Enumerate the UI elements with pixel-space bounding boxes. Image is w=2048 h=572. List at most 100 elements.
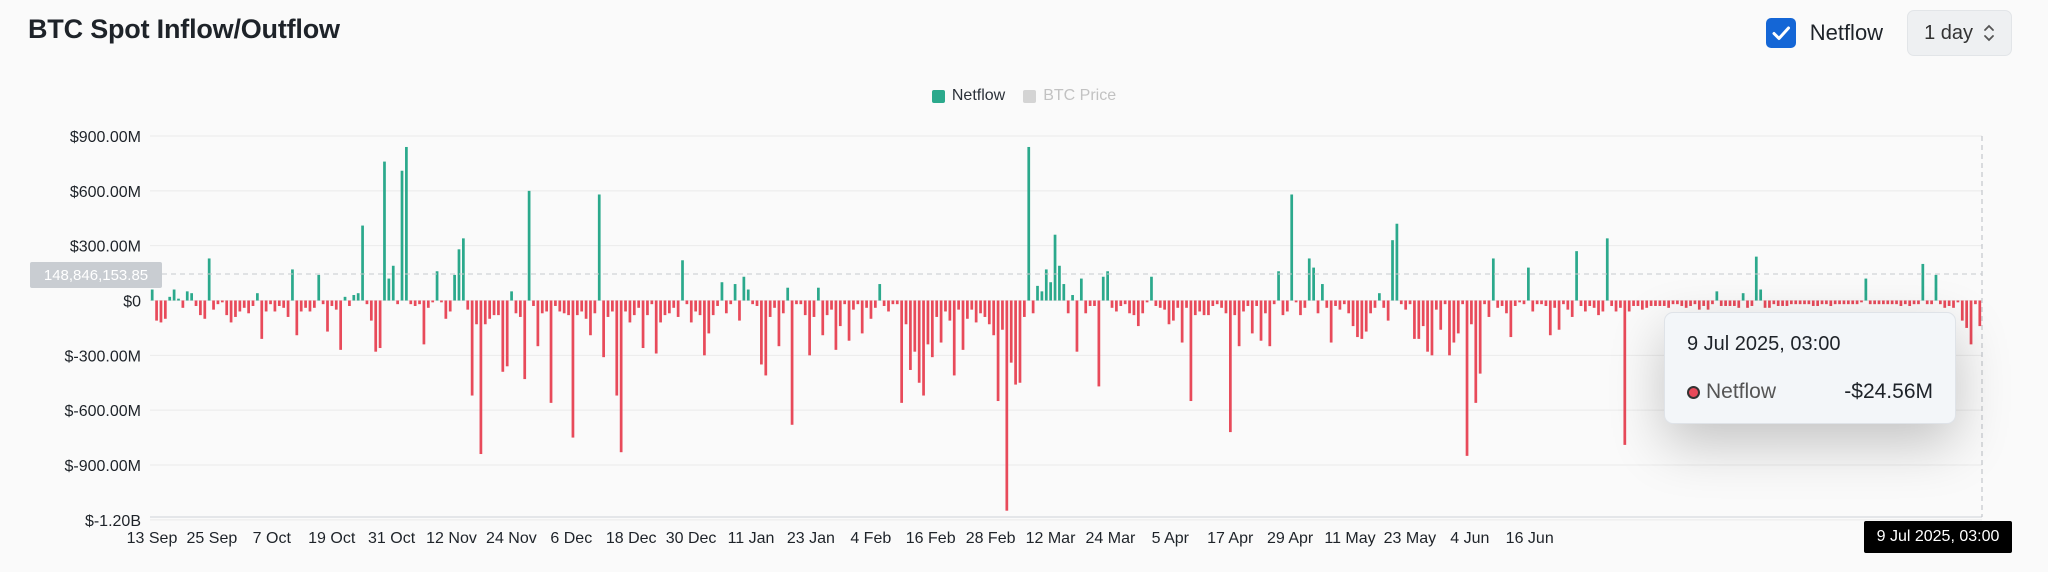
netflow-bar[interactable] <box>361 225 364 301</box>
netflow-bar[interactable] <box>1776 300 1780 306</box>
netflow-bar[interactable] <box>199 300 202 316</box>
netflow-bar[interactable] <box>724 300 728 314</box>
netflow-bar[interactable] <box>286 300 290 317</box>
netflow-bar[interactable] <box>444 300 448 319</box>
netflow-bar[interactable] <box>746 289 750 301</box>
netflow-bar[interactable] <box>1846 300 1850 305</box>
netflow-bar[interactable] <box>466 300 470 310</box>
netflow-bar[interactable] <box>628 300 632 323</box>
netflow-bar[interactable] <box>536 300 540 347</box>
netflow-bar[interactable] <box>295 300 299 336</box>
netflow-bar[interactable] <box>339 300 343 350</box>
netflow-bar[interactable] <box>1610 300 1614 306</box>
netflow-bar[interactable] <box>1404 300 1408 310</box>
netflow-bar[interactable] <box>177 298 180 301</box>
netflow-bar[interactable] <box>909 300 912 370</box>
netflow-bar[interactable] <box>251 300 255 306</box>
netflow-bar[interactable] <box>1136 300 1140 327</box>
netflow-bar[interactable] <box>1680 300 1684 306</box>
netflow-bar[interactable] <box>838 300 842 327</box>
netflow-bar[interactable] <box>1356 300 1359 338</box>
netflow-bar[interactable] <box>1579 300 1583 306</box>
netflow-bar[interactable] <box>1794 300 1798 305</box>
netflow-bar[interactable] <box>619 300 623 453</box>
netflow-bar[interactable] <box>1224 300 1228 314</box>
netflow-bar[interactable] <box>1163 300 1166 310</box>
netflow-bar[interactable] <box>1018 300 1022 383</box>
netflow-bar[interactable] <box>1855 300 1859 305</box>
netflow-bar[interactable] <box>1154 300 1158 306</box>
netflow-bar[interactable] <box>1505 300 1508 314</box>
netflow-bar[interactable] <box>1062 284 1066 301</box>
netflow-bar[interactable] <box>1636 300 1640 306</box>
netflow-bar[interactable] <box>1676 300 1679 305</box>
netflow-bar[interactable] <box>1128 300 1131 314</box>
netflow-bar[interactable] <box>1172 300 1175 321</box>
netflow-bar[interactable] <box>185 291 189 301</box>
netflow-bar[interactable] <box>1619 300 1622 308</box>
netflow-bar[interactable] <box>1378 293 1381 301</box>
netflow-bar[interactable] <box>817 287 820 301</box>
netflow-bar[interactable] <box>1474 300 1478 403</box>
netflow-bar[interactable] <box>738 300 741 321</box>
netflow-toggle[interactable]: Netflow <box>1765 18 1883 48</box>
netflow-bar[interactable] <box>1518 300 1521 303</box>
netflow-bar[interactable] <box>1110 300 1114 308</box>
netflow-bar[interactable] <box>1347 300 1351 314</box>
netflow-bar[interactable] <box>632 300 636 316</box>
netflow-bar[interactable] <box>1044 269 1048 301</box>
netflow-bar[interactable] <box>1899 300 1903 306</box>
netflow-bar[interactable] <box>1527 267 1530 301</box>
netflow-bar[interactable] <box>1084 300 1088 314</box>
netflow-bar[interactable] <box>488 300 492 319</box>
netflow-bar[interactable] <box>707 300 711 334</box>
netflow-bar[interactable] <box>834 300 838 350</box>
netflow-bar[interactable] <box>1965 300 1969 328</box>
netflow-bar[interactable] <box>637 300 641 308</box>
netflow-bar[interactable] <box>611 300 614 312</box>
netflow-bar[interactable] <box>777 300 781 347</box>
netflow-bar[interactable] <box>1746 300 1749 308</box>
netflow-bar[interactable] <box>1667 300 1670 308</box>
netflow-bar[interactable] <box>1185 300 1188 308</box>
netflow-bar[interactable] <box>1426 300 1429 352</box>
netflow-bar[interactable] <box>1649 300 1653 306</box>
netflow-bar[interactable] <box>1145 300 1149 303</box>
netflow-bar[interactable] <box>1733 300 1736 306</box>
netflow-bar[interactable] <box>1285 300 1289 312</box>
netflow-bar[interactable] <box>865 300 868 308</box>
netflow-bar[interactable] <box>155 300 158 321</box>
netflow-bar[interactable] <box>1759 289 1763 301</box>
netflow-bar[interactable] <box>440 300 443 303</box>
netflow-bar[interactable] <box>435 271 439 301</box>
netflow-bar[interactable] <box>1557 300 1561 330</box>
netflow-bar[interactable] <box>1167 300 1171 325</box>
netflow-bar[interactable] <box>1706 300 1710 310</box>
netflow-bar[interactable] <box>1768 300 1771 308</box>
netflow-bar[interactable] <box>1413 300 1416 339</box>
netflow-bar[interactable] <box>926 300 930 345</box>
netflow-bar[interactable] <box>1031 300 1035 314</box>
netflow-bar[interactable] <box>1829 300 1833 306</box>
netflow-bar[interactable] <box>1509 300 1513 338</box>
netflow-bar[interactable] <box>939 300 943 343</box>
netflow-bar[interactable] <box>703 300 706 356</box>
netflow-bar[interactable] <box>1895 300 1898 305</box>
netflow-bar[interactable] <box>1360 300 1364 339</box>
netflow-bar[interactable] <box>220 300 224 303</box>
netflow-bar[interactable] <box>518 300 522 317</box>
netflow-checkbox[interactable] <box>1765 18 1796 48</box>
netflow-bar[interactable] <box>1939 300 1942 305</box>
netflow-bar[interactable] <box>764 300 768 376</box>
netflow-bar[interactable] <box>497 300 500 316</box>
netflow-bar[interactable] <box>523 300 527 380</box>
netflow-bar[interactable] <box>1763 300 1767 308</box>
legend-item-netflow[interactable]: Netflow <box>931 87 1005 105</box>
netflow-bar[interactable] <box>781 300 785 314</box>
netflow-bar[interactable] <box>1369 300 1372 314</box>
netflow-bar[interactable] <box>852 300 855 310</box>
netflow-bar[interactable] <box>1535 300 1539 305</box>
netflow-bar[interactable] <box>1342 300 1346 305</box>
netflow-bar[interactable] <box>856 300 860 305</box>
